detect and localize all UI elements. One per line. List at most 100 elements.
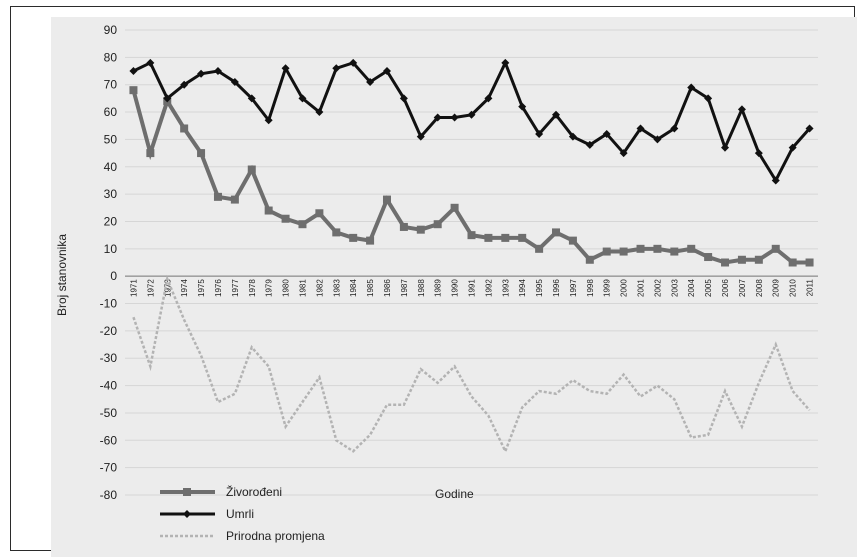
data-point bbox=[637, 245, 645, 253]
y-axis-label: Broj stanovnika bbox=[55, 234, 69, 316]
legend-item: Umrli bbox=[160, 507, 254, 521]
data-point bbox=[231, 196, 239, 204]
legend-item: Prirodna promjena bbox=[160, 529, 325, 543]
x-tick-label: 1986 bbox=[383, 279, 392, 297]
data-point bbox=[451, 204, 459, 212]
series-line-2 bbox=[133, 279, 809, 451]
series-group bbox=[129, 59, 813, 452]
data-point bbox=[755, 256, 763, 264]
data-point bbox=[129, 86, 137, 94]
x-tick-label: 1989 bbox=[434, 279, 443, 297]
y-tick-label: -20 bbox=[100, 324, 118, 338]
y-tick-label: -40 bbox=[100, 379, 118, 393]
x-tick-label: 1981 bbox=[298, 279, 307, 297]
x-tick-label: 1987 bbox=[400, 279, 409, 297]
data-point bbox=[315, 209, 323, 217]
x-tick-label: 1976 bbox=[214, 279, 223, 297]
x-tick-label: 2009 bbox=[772, 279, 781, 297]
x-tick-label: 2001 bbox=[637, 279, 646, 297]
y-tick-label: 10 bbox=[104, 242, 118, 256]
x-tick-label: 2007 bbox=[738, 279, 747, 297]
data-point bbox=[704, 253, 712, 261]
x-axis-label: Godine bbox=[435, 487, 474, 501]
x-tick-label: 1974 bbox=[180, 279, 189, 297]
data-point bbox=[366, 237, 374, 245]
data-point bbox=[484, 234, 492, 242]
y-tick-label: -70 bbox=[100, 461, 118, 475]
y-tick-label: 80 bbox=[104, 50, 118, 64]
data-point bbox=[214, 193, 222, 201]
legend-label: Živorođeni bbox=[226, 484, 282, 499]
x-tick-label: 1991 bbox=[468, 279, 477, 297]
data-point bbox=[653, 245, 661, 253]
legend: Živorođeni Umrli Prirodna promjena bbox=[160, 484, 325, 543]
data-point bbox=[349, 234, 357, 242]
data-point bbox=[417, 226, 425, 234]
y-tick-label: 40 bbox=[104, 160, 118, 174]
gridlines bbox=[125, 30, 818, 495]
x-tick-label: 2005 bbox=[704, 279, 713, 297]
legend-marker bbox=[183, 510, 191, 518]
data-point bbox=[180, 124, 188, 132]
x-tick-label: 1983 bbox=[332, 279, 341, 297]
data-point bbox=[332, 64, 340, 72]
data-point bbox=[146, 149, 154, 157]
data-point bbox=[197, 149, 205, 157]
y-tick-label: 30 bbox=[104, 187, 118, 201]
y-tick-label: 90 bbox=[104, 23, 118, 37]
x-tick-label: 1992 bbox=[484, 279, 493, 297]
y-axis-ticks: 9080706050403020100-10-20-30-40-50-60-70… bbox=[100, 23, 118, 502]
y-tick-label: -10 bbox=[100, 297, 118, 311]
y-tick-label: 50 bbox=[104, 132, 118, 146]
legend-marker bbox=[183, 488, 191, 496]
data-point bbox=[721, 259, 729, 267]
data-point bbox=[265, 207, 273, 215]
data-point bbox=[789, 259, 797, 267]
x-tick-label: 1990 bbox=[451, 279, 460, 297]
x-tick-label: 2006 bbox=[721, 279, 730, 297]
x-tick-label: 1984 bbox=[349, 279, 358, 297]
x-tick-label: 1980 bbox=[282, 279, 291, 297]
x-tick-label: 1971 bbox=[129, 279, 138, 297]
y-tick-label: 20 bbox=[104, 214, 118, 228]
x-tick-label: 1982 bbox=[315, 279, 324, 297]
data-point bbox=[434, 220, 442, 228]
legend-label: Umrli bbox=[226, 507, 254, 521]
y-tick-label: -30 bbox=[100, 351, 118, 365]
data-point bbox=[518, 234, 526, 242]
data-point bbox=[298, 220, 306, 228]
legend-item: Živorođeni bbox=[160, 484, 282, 499]
x-tick-label: 1994 bbox=[518, 279, 527, 297]
data-point bbox=[383, 196, 391, 204]
data-point bbox=[552, 228, 560, 236]
data-point bbox=[400, 223, 408, 231]
data-point bbox=[687, 245, 695, 253]
legend-label: Prirodna promjena bbox=[226, 529, 325, 543]
x-tick-label: 1979 bbox=[265, 279, 274, 297]
data-point bbox=[248, 166, 256, 174]
x-tick-label: 1978 bbox=[248, 279, 257, 297]
x-tick-label: 1975 bbox=[197, 279, 206, 297]
y-tick-label: 70 bbox=[104, 78, 118, 92]
data-point bbox=[282, 215, 290, 223]
data-point bbox=[670, 248, 678, 256]
x-tick-label: 2010 bbox=[789, 279, 798, 297]
data-point bbox=[738, 256, 746, 264]
y-tick-label: -80 bbox=[100, 488, 118, 502]
y-tick-label: -50 bbox=[100, 406, 118, 420]
x-tick-label: 2002 bbox=[653, 279, 662, 297]
data-point bbox=[620, 248, 628, 256]
y-tick-label: 0 bbox=[110, 269, 117, 283]
x-tick-label: 1996 bbox=[552, 279, 561, 297]
data-point bbox=[468, 231, 476, 239]
x-tick-label: 2004 bbox=[687, 279, 696, 297]
x-tick-label: 1999 bbox=[603, 279, 612, 297]
x-tick-label: 2000 bbox=[620, 279, 629, 297]
y-tick-label: -60 bbox=[100, 433, 118, 447]
x-tick-label: 1972 bbox=[146, 279, 155, 297]
data-point bbox=[772, 245, 780, 253]
x-tick-label: 2011 bbox=[806, 279, 815, 297]
data-point bbox=[451, 114, 459, 122]
